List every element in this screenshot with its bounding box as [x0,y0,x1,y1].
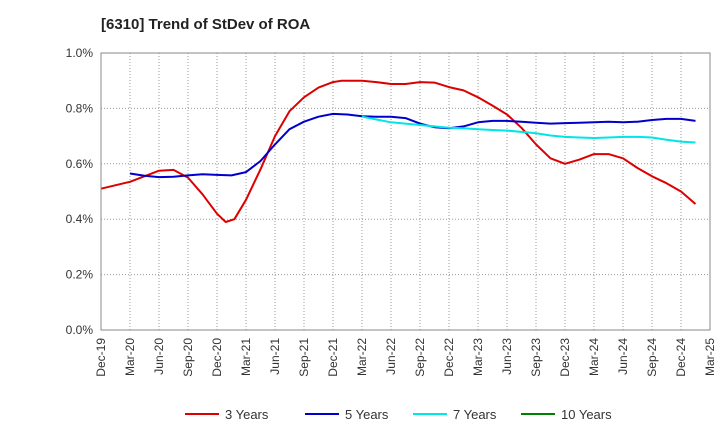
x-tick-label: Mar-25 [703,338,717,376]
plot-frame [100,52,711,331]
grid [101,53,710,330]
x-tick-label: Sep-22 [413,338,427,377]
x-tick-label: Dec-22 [442,338,456,377]
x-tick-label: Jun-20 [152,338,166,375]
x-tick-label: Jun-22 [384,338,398,375]
x-tick-label: Dec-19 [94,338,108,377]
legend: 3 Years 5 Years 7 Years 10 Years [185,407,612,422]
x-tick-label: Sep-24 [645,338,659,377]
x-tick-label: Jun-24 [616,338,630,375]
legend-label: 5 Years [345,407,389,422]
x-tick-label: Dec-21 [326,338,340,377]
legend-label: 7 Years [453,407,497,422]
x-tick-label: Mar-22 [355,338,369,376]
y-axis-ticks: 0.0% 0.2% 0.4% 0.6% 0.8% 1.0% [66,46,94,337]
chart-title: [6310] Trend of StDev of ROA [101,16,310,33]
x-tick-label: Mar-24 [587,338,601,376]
series-line [100,79,697,223]
y-tick-label: 0.0% [66,323,94,337]
y-tick-label: 0.2% [66,268,94,282]
y-tick-label: 1.0% [66,46,94,60]
y-tick-label: 0.8% [66,101,94,115]
series-line [361,115,696,144]
x-tick-label: Dec-23 [558,338,572,377]
x-tick-label: Dec-20 [210,338,224,377]
x-tick-label: Mar-23 [471,338,485,376]
x-tick-label: Dec-24 [674,338,688,377]
legend-label: 10 Years [561,407,612,422]
x-tick-label: Mar-21 [239,338,253,376]
x-tick-label: Sep-21 [297,338,311,377]
x-tick-label: Jun-21 [268,338,282,375]
y-tick-label: 0.6% [66,157,94,171]
series-lines [100,79,697,223]
x-tick-label: Mar-20 [123,338,137,376]
x-tick-label: Sep-23 [529,338,543,377]
legend-label: 3 Years [225,407,269,422]
y-tick-label: 0.4% [66,212,94,226]
x-axis-ticks: Dec-19 Mar-20 Jun-20 Sep-20 Dec-20 Mar-21 Jun-… [94,338,717,377]
x-tick-label: Jun-23 [500,338,514,375]
series-line [129,112,696,179]
x-tick-label: Sep-20 [181,338,195,377]
